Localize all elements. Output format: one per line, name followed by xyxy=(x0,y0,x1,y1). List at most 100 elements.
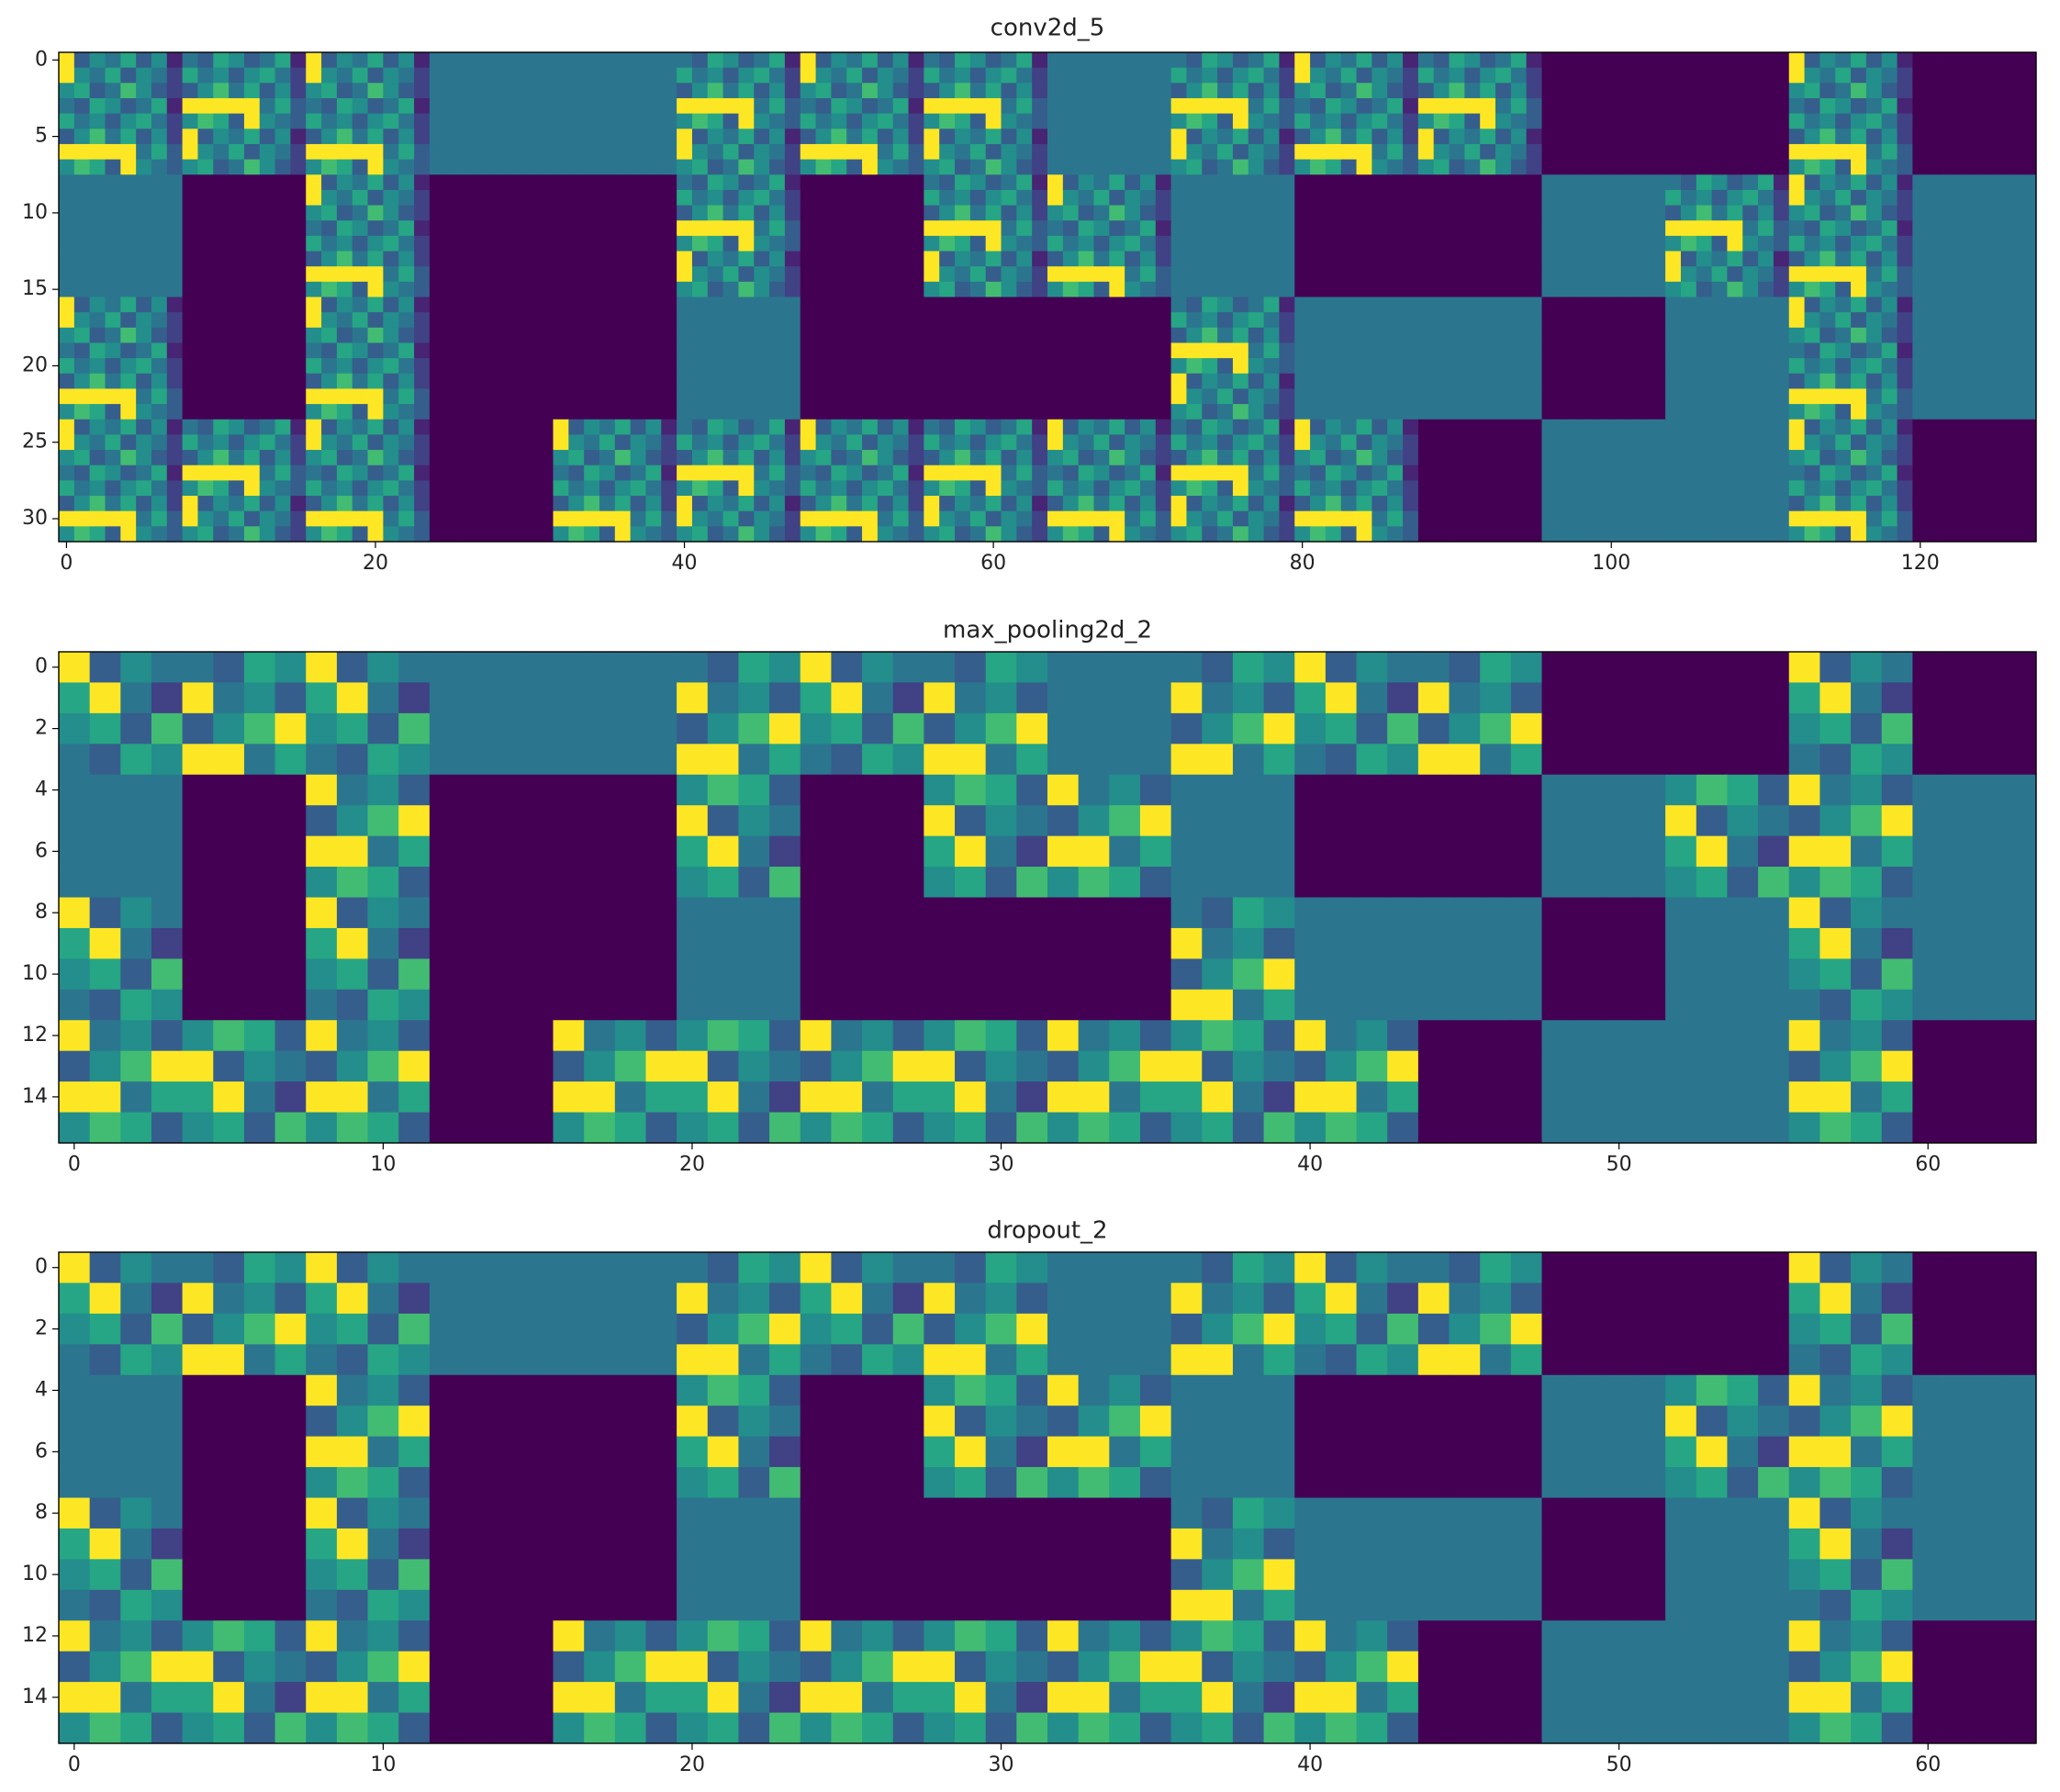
heatmap-cell xyxy=(1603,744,1635,776)
heatmap-cell xyxy=(383,113,399,129)
heatmap-cell xyxy=(1217,205,1234,221)
heatmap-cell xyxy=(491,404,508,420)
heatmap-cell xyxy=(1093,52,1110,69)
heatmap-cell xyxy=(383,220,399,237)
heatmap-cell xyxy=(429,235,446,252)
heatmap-cell xyxy=(1634,97,1651,115)
heatmap-cell xyxy=(1325,496,1342,512)
heatmap-cell xyxy=(383,496,399,512)
heatmap-cell xyxy=(769,897,801,929)
heatmap-cell xyxy=(1989,174,2006,191)
heatmap-cell xyxy=(460,205,476,221)
heatmap-cell xyxy=(1202,174,1218,191)
heatmap-cell xyxy=(1186,129,1203,145)
heatmap-cell xyxy=(1387,97,1404,115)
heatmap-cell xyxy=(939,266,956,283)
heatmap-cell xyxy=(120,327,137,343)
heatmap-cell xyxy=(691,480,709,497)
heatmap-cell xyxy=(460,927,492,959)
heatmap-cell xyxy=(1603,774,1635,806)
heatmap-cell xyxy=(1325,958,1357,991)
heatmap-cell xyxy=(197,297,214,313)
heatmap-cell xyxy=(1449,358,1465,375)
heatmap-cell xyxy=(290,297,307,313)
heatmap-cell xyxy=(1032,404,1048,420)
heatmap-cell xyxy=(877,480,894,497)
heatmap-cell xyxy=(259,526,275,543)
heatmap-cell xyxy=(1573,805,1605,837)
heatmap-cell xyxy=(877,526,894,543)
heatmap-cell xyxy=(1510,297,1528,313)
heatmap-cell xyxy=(1480,189,1496,206)
y-tick-label: 15 xyxy=(22,277,48,300)
heatmap-cell xyxy=(924,143,940,160)
heatmap-cell xyxy=(985,989,1017,1021)
heatmap-cell xyxy=(414,235,431,252)
heatmap-cell xyxy=(630,52,646,69)
heatmap-cell xyxy=(136,251,152,267)
heatmap-cell xyxy=(722,526,739,543)
heatmap-cell xyxy=(1217,526,1234,543)
heatmap-cell xyxy=(1248,434,1264,451)
heatmap-cell xyxy=(537,67,554,84)
heatmap-cell xyxy=(120,419,137,435)
heatmap-cell xyxy=(89,358,106,375)
heatmap-cell xyxy=(1510,342,1528,359)
heatmap-cell xyxy=(614,465,632,481)
heatmap-cell xyxy=(1788,297,1805,313)
heatmap-cell xyxy=(1943,897,1976,929)
heatmap-cell xyxy=(120,1020,152,1052)
heatmap-cell xyxy=(955,989,987,1021)
heatmap-cell xyxy=(1912,1020,1944,1052)
heatmap-cell xyxy=(754,205,770,221)
heatmap-cell xyxy=(89,205,106,221)
heatmap-cell xyxy=(491,129,508,145)
heatmap-cell xyxy=(521,434,539,451)
heatmap-cell xyxy=(89,251,106,267)
heatmap-cell xyxy=(1943,97,1960,115)
heatmap-cell xyxy=(352,465,368,481)
heatmap-cell xyxy=(1943,774,1976,806)
heatmap-cell xyxy=(1155,189,1172,206)
heatmap-cell xyxy=(722,327,739,343)
heatmap-cell xyxy=(1711,327,1728,343)
heatmap-cell xyxy=(1078,927,1110,959)
heatmap-cell xyxy=(521,251,539,267)
heatmap-cell xyxy=(939,83,956,99)
heatmap-cell xyxy=(831,835,863,868)
heatmap-cell xyxy=(151,419,168,435)
heatmap-cell xyxy=(738,159,755,175)
heatmap-cell xyxy=(553,251,569,267)
heatmap-cell xyxy=(630,281,646,297)
heatmap-cell xyxy=(1727,297,1743,313)
heatmap-cell xyxy=(1263,129,1280,145)
heatmap-cell xyxy=(1495,220,1512,237)
heatmap-cell xyxy=(1928,129,1944,145)
heatmap-cell xyxy=(414,220,431,237)
heatmap-cell xyxy=(1804,281,1820,297)
heatmap-cell xyxy=(306,159,322,175)
heatmap-cell xyxy=(521,835,554,868)
heatmap-cell xyxy=(553,235,569,252)
heatmap-cell xyxy=(507,297,523,313)
heatmap-cell xyxy=(398,510,415,527)
heatmap-cell xyxy=(1835,143,1852,160)
heatmap-cell xyxy=(1387,159,1404,175)
heatmap-cell xyxy=(1186,465,1203,481)
heatmap-cell xyxy=(105,52,121,69)
heatmap-cell xyxy=(444,526,461,543)
heatmap-cell xyxy=(1387,1020,1419,1052)
heatmap-cell xyxy=(120,143,137,160)
heatmap-cell xyxy=(1078,510,1094,527)
heatmap-cell xyxy=(939,480,956,497)
heatmap-cell xyxy=(738,220,755,237)
heatmap-cell xyxy=(306,805,338,837)
heatmap-cell xyxy=(336,189,353,206)
heatmap-cell xyxy=(1001,480,1017,497)
heatmap-cell xyxy=(892,297,909,313)
heatmap-cell xyxy=(1248,312,1264,329)
heatmap-cell xyxy=(243,113,261,129)
heatmap-cell xyxy=(1943,1020,1976,1052)
heatmap-cell xyxy=(243,358,261,375)
heatmap-cell xyxy=(1851,434,1867,451)
